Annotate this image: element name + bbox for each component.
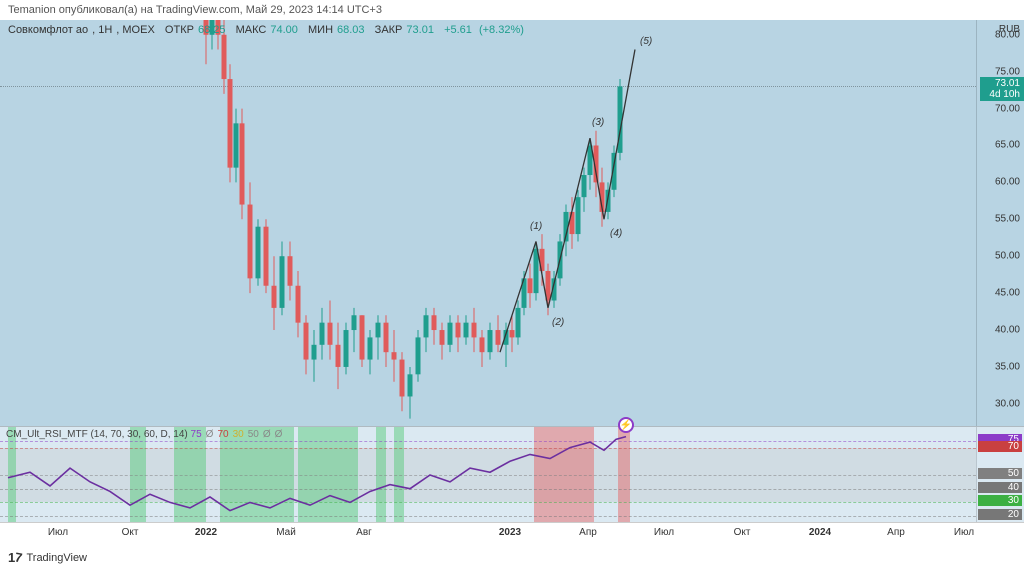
indicator-panel[interactable]: CM_Ult_RSI_MTF (14, 70, 30, 60, D, 14) 7…: [0, 426, 1024, 522]
ohlc-legend: Совкомфлот ао, 1Н, MOEX ОТКР68.25 МАКС74…: [8, 24, 528, 36]
tradingview-logo-icon: 17: [8, 550, 22, 565]
attribution-bar: Temanion опубликовал(а) на TradingView.c…: [0, 0, 1024, 20]
time-axis: ИюлОкт2022МайАвг2023АпрИюлОкт2024АпрИюл: [0, 522, 1024, 546]
footer: 17 TradingView: [0, 546, 1024, 569]
price-y-axis: RUB 30.0035.0040.0045.0050.0055.0060.006…: [976, 20, 1024, 426]
attribution-text: Temanion опубликовал(а) на TradingView.c…: [8, 4, 382, 16]
indicator-legend: CM_Ult_RSI_MTF (14, 70, 30, 60, D, 14) 7…: [6, 429, 286, 440]
brand-text: TradingView: [26, 552, 87, 564]
tradingview-chart: Temanion опубликовал(а) на TradingView.c…: [0, 0, 1024, 569]
alert-bolt-icon[interactable]: ⚡: [618, 417, 634, 433]
indicator-y-axis: 757050403020: [976, 427, 1024, 522]
price-panel[interactable]: Совкомфлот ао, 1Н, MOEX ОТКР68.25 МАКС74…: [0, 20, 1024, 426]
